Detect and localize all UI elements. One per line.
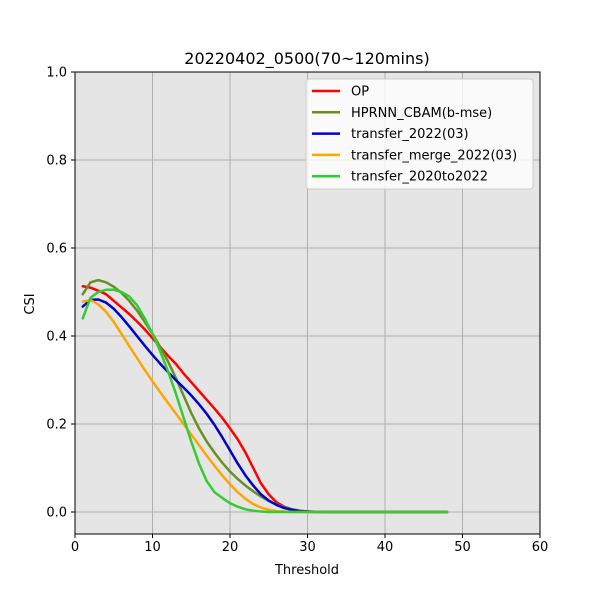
y-axis-label: CSI	[23, 293, 38, 314]
x-tick-label: 50	[454, 540, 471, 555]
chart-title: 20220402_0500(70~120mins)	[184, 49, 429, 69]
y-tick-label: 0.0	[46, 506, 67, 521]
series-line	[81, 288, 449, 514]
legend-box	[305, 78, 534, 190]
legend: OP HPRNN_CBAM(b-mse) transfer_2022(03)tran…	[305, 78, 534, 190]
legend-label: transfer_2020to2022	[351, 170, 488, 185]
x-tick-label: 60	[532, 540, 549, 555]
y-tick-label: 0.2	[46, 418, 67, 433]
y-tick-label: 0.6	[46, 242, 67, 257]
x-tick-label: 10	[144, 540, 161, 555]
y-tick-label: 1.0	[46, 66, 67, 81]
y-tick-label: 0.4	[46, 330, 67, 345]
x-tick-label: 30	[299, 540, 316, 555]
legend-label: HPRNN_CBAM(b-mse)	[351, 106, 492, 121]
x-tick-label: 40	[377, 540, 394, 555]
x-tick-label: 20	[222, 540, 239, 555]
x-tick-label: 0	[71, 540, 79, 555]
x-axis-label: Threshold	[274, 563, 339, 578]
legend-label: transfer_2022(03)	[351, 127, 469, 142]
y-tick-label: 0.8	[46, 154, 67, 169]
legend-label: transfer_merge_2022(03)	[351, 148, 517, 163]
legend-label: OP	[351, 85, 369, 100]
